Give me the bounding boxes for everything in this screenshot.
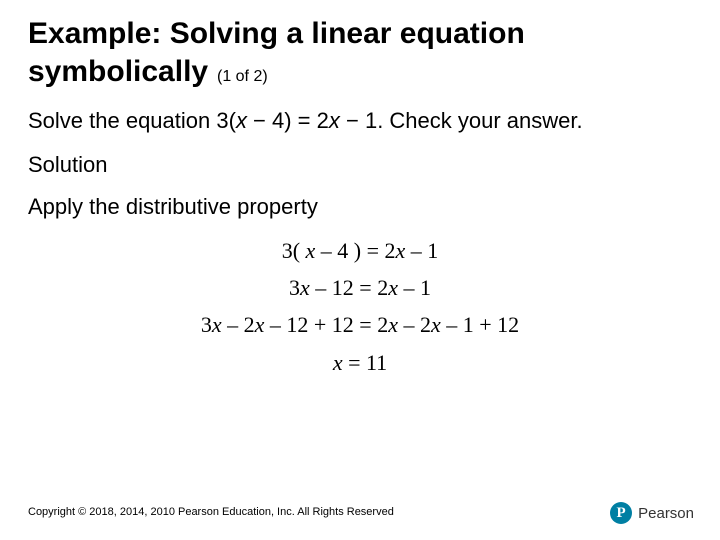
eq-var: x xyxy=(388,312,398,337)
equals-sign: = xyxy=(359,312,377,337)
eq-var: x xyxy=(300,275,310,300)
eq-rhs-pre: 2 xyxy=(377,312,388,337)
eq-rhs-mid: – 2 xyxy=(398,312,431,337)
eq-rhs-pre: 2 xyxy=(377,275,388,300)
eq-rhs-post: – 1 + 12 xyxy=(441,312,519,337)
problem-pre: Solve the equation 3( xyxy=(28,108,236,133)
eq-var: x xyxy=(306,238,316,263)
eq-var: x xyxy=(255,312,265,337)
instruction: Apply the distributive property xyxy=(28,194,692,220)
copyright-text: Copyright © 2018, 2014, 2010 Pearson Edu… xyxy=(28,506,394,518)
eq-lhs-post: – 12 xyxy=(310,275,354,300)
problem-mid1: − 4) = 2 xyxy=(247,108,329,133)
problem-statement: Solve the equation 3(x − 4) = 2x − 1. Ch… xyxy=(28,107,692,136)
pearson-logo-text: Pearson xyxy=(638,505,694,522)
pearson-logo-icon: P xyxy=(610,502,632,524)
eq-lhs-pre: 3 xyxy=(289,275,300,300)
equation-block: 3( x – 4 ) = 2x – 1 3x – 12 = 2x – 1 3x … xyxy=(28,232,692,382)
eq-lhs-post: – 12 + 12 xyxy=(264,312,353,337)
equation-row: 3x – 2x – 12 + 12 = 2x – 2x – 1 + 12 xyxy=(28,306,692,343)
eq-var: x xyxy=(212,312,222,337)
equals-sign: = xyxy=(367,238,385,263)
slide: Example: Solving a linear equation symbo… xyxy=(0,0,720,540)
slide-title: Example: Solving a linear equation symbo… xyxy=(28,14,692,89)
equals-sign: = xyxy=(348,350,366,375)
eq-var: x xyxy=(396,238,406,263)
eq-lhs-mid: – 2 xyxy=(222,312,255,337)
eq-lhs-post: – 4 ) xyxy=(315,238,361,263)
equation-row: x = 11 xyxy=(28,344,692,381)
eq-lhs-pre: 3 xyxy=(201,312,212,337)
eq-var: x xyxy=(333,350,343,375)
eq-var: x xyxy=(388,275,398,300)
equation-row: 3x – 12 = 2x – 1 xyxy=(28,269,692,306)
eq-rhs-pre: 11 xyxy=(366,350,387,375)
problem-post: − 1. Check your answer. xyxy=(340,108,583,133)
problem-var2: x xyxy=(329,108,340,133)
eq-var: x xyxy=(431,312,441,337)
solution-label: Solution xyxy=(28,152,692,178)
equation-row: 3( x – 4 ) = 2x – 1 xyxy=(28,232,692,269)
title-suffix: (1 of 2) xyxy=(217,68,268,85)
problem-var1: x xyxy=(236,108,247,133)
title-main: Example: Solving a linear equation symbo… xyxy=(28,17,525,88)
eq-lhs-pre: 3( xyxy=(282,238,306,263)
eq-rhs-pre: 2 xyxy=(385,238,396,263)
eq-rhs-post: – 1 xyxy=(405,238,438,263)
pearson-logo: P Pearson xyxy=(610,502,694,524)
eq-rhs-post: – 1 xyxy=(398,275,431,300)
equals-sign: = xyxy=(359,275,377,300)
